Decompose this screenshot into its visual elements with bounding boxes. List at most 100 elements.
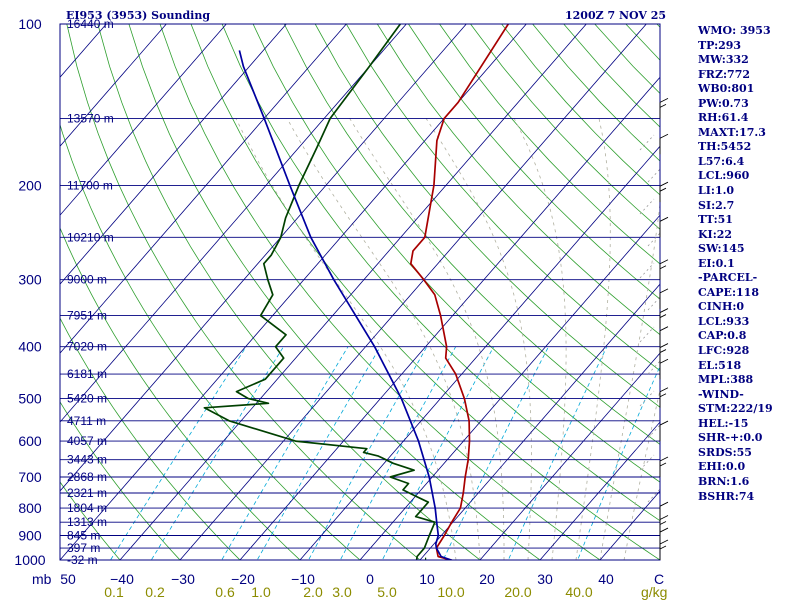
stat-line: TT:51	[698, 213, 733, 227]
stat-line: BSHR:74	[698, 489, 755, 503]
temperature-tick-label: 20	[479, 571, 495, 587]
stat-line: -PARCEL-	[698, 271, 758, 285]
height-label: 1313 m	[67, 515, 107, 529]
mixing-ratio-tick-label: 3.0	[332, 584, 352, 600]
dry-adiabat	[66, 24, 421, 560]
mixing-ratio-tick-label: 0.1	[104, 584, 124, 600]
mixing-ratio-tick-label: 2.0	[303, 584, 323, 600]
stat-line: STM:222/19	[698, 402, 773, 416]
pressure-tick-label: 900	[18, 527, 42, 543]
stat-line: L57:6.4	[698, 154, 745, 168]
dry-adiabat	[408, 24, 660, 300]
temperature-tick-label: 50	[60, 571, 76, 587]
mixing-ratio-line	[381, 346, 495, 560]
moist-adiabat	[599, 200, 660, 560]
chart-datetime: 1200Z 7 NOV 25	[565, 9, 667, 22]
stat-line: RH:61.4	[698, 111, 749, 125]
stat-line: SRDS:55	[698, 445, 752, 459]
isotherm	[60, 24, 287, 285]
mixing-ratio-line	[339, 346, 457, 560]
height-label: -32 m	[67, 553, 98, 567]
mixing-ratio-line	[442, 346, 549, 560]
isotherm	[539, 421, 660, 560]
plot-frame	[59, 23, 661, 561]
stat-line: KI:22	[698, 227, 733, 241]
temperature-tick-label: 0	[366, 571, 374, 587]
moist-adiabat	[349, 118, 505, 560]
height-label: 10210 m	[67, 230, 114, 244]
temperature-tick-label: 30	[537, 571, 553, 587]
hatch-line	[647, 232, 660, 247]
wind-barb	[659, 181, 669, 203]
mixing-ratio-tick-label: 0.6	[215, 584, 235, 600]
isotherm	[60, 24, 347, 354]
dry-adiabat	[283, 24, 660, 445]
pressure-tick-label: 300	[18, 272, 42, 288]
hatch-line	[639, 390, 655, 407]
dry-adiabat	[314, 24, 660, 408]
dry-adiabat	[60, 123, 361, 560]
temperature-tick-label: 10	[419, 571, 435, 587]
stat-line: MW:332	[698, 53, 749, 67]
stat-line: MAXT:17.3	[698, 125, 766, 139]
wind-barb	[659, 326, 669, 347]
height-label: 16440 m	[67, 17, 114, 31]
hatch-line	[647, 360, 660, 375]
isotherm	[179, 24, 647, 560]
pressure-tick-label: 700	[18, 469, 42, 485]
isotherm	[419, 283, 660, 560]
wind-barb	[659, 259, 669, 280]
series-parcel	[238, 50, 453, 560]
stats-panel: WMO: 3953 TP:293 MW:332 FRZ:772 WB0:801 PW:0.…	[698, 24, 798, 504]
stat-line: WMO: 3953	[698, 24, 771, 37]
mixing-ratio-unit: g/kg	[641, 584, 667, 600]
height-label: 5420 m	[67, 392, 107, 406]
dry-adiabat	[376, 24, 660, 336]
mixing-ratio-tick-label: 40.0	[565, 584, 592, 600]
pressure-tick-label: 800	[18, 500, 42, 516]
hatch-line	[647, 488, 660, 503]
isotherm	[479, 352, 660, 560]
height-label: 7020 m	[67, 340, 107, 354]
stat-line: BRN:1.6	[698, 474, 750, 488]
hatch-line	[647, 424, 660, 439]
isotherm	[359, 214, 660, 560]
stat-line: LFC:928	[698, 344, 750, 358]
height-label: 4057 m	[67, 434, 107, 448]
ylabel: mb	[32, 571, 52, 587]
isotherm	[299, 145, 660, 560]
series-dewpoint	[203, 24, 436, 560]
hatch-line	[639, 262, 655, 279]
height-label: 1804 m	[67, 501, 107, 515]
dry-adiabat	[60, 317, 241, 560]
mixing-ratio-line	[150, 346, 284, 560]
stat-line: EHI:0.0	[698, 460, 746, 474]
pressure-tick-label: 100	[18, 16, 42, 32]
height-label: 4711 m	[67, 414, 106, 428]
mixing-ratio-tick-label: 0.2	[145, 584, 165, 600]
height-label: 2321 m	[67, 486, 107, 500]
pressure-tick-label: 500	[18, 391, 42, 407]
temperature-tick-label: −20	[231, 571, 255, 587]
chart-title: EI953 (3953) Sounding	[66, 9, 211, 22]
stat-line: LCL:933	[698, 314, 750, 328]
isotherm	[60, 24, 167, 147]
pressure-tick-label: 200	[18, 177, 42, 193]
dry-adiabat	[60, 401, 181, 560]
hatch-line	[639, 198, 655, 215]
height-label: 11700 m	[67, 178, 113, 192]
isotherm	[60, 24, 407, 423]
wind-barb	[659, 539, 669, 560]
height-label: 3443 m	[67, 453, 107, 467]
stat-line: LCL:960	[698, 169, 750, 183]
series-temperature	[409, 24, 510, 560]
temperature-tick-label: 40	[598, 571, 614, 587]
dry-adiabat	[128, 24, 541, 560]
dry-adiabat	[159, 24, 601, 560]
temperature-tick-label: −10	[291, 571, 315, 587]
dry-adiabat	[190, 24, 660, 560]
stat-line: FRZ:772	[698, 67, 751, 81]
pressure-tick-label: 1000	[14, 552, 45, 568]
stat-line: CAPE:118	[698, 285, 759, 299]
